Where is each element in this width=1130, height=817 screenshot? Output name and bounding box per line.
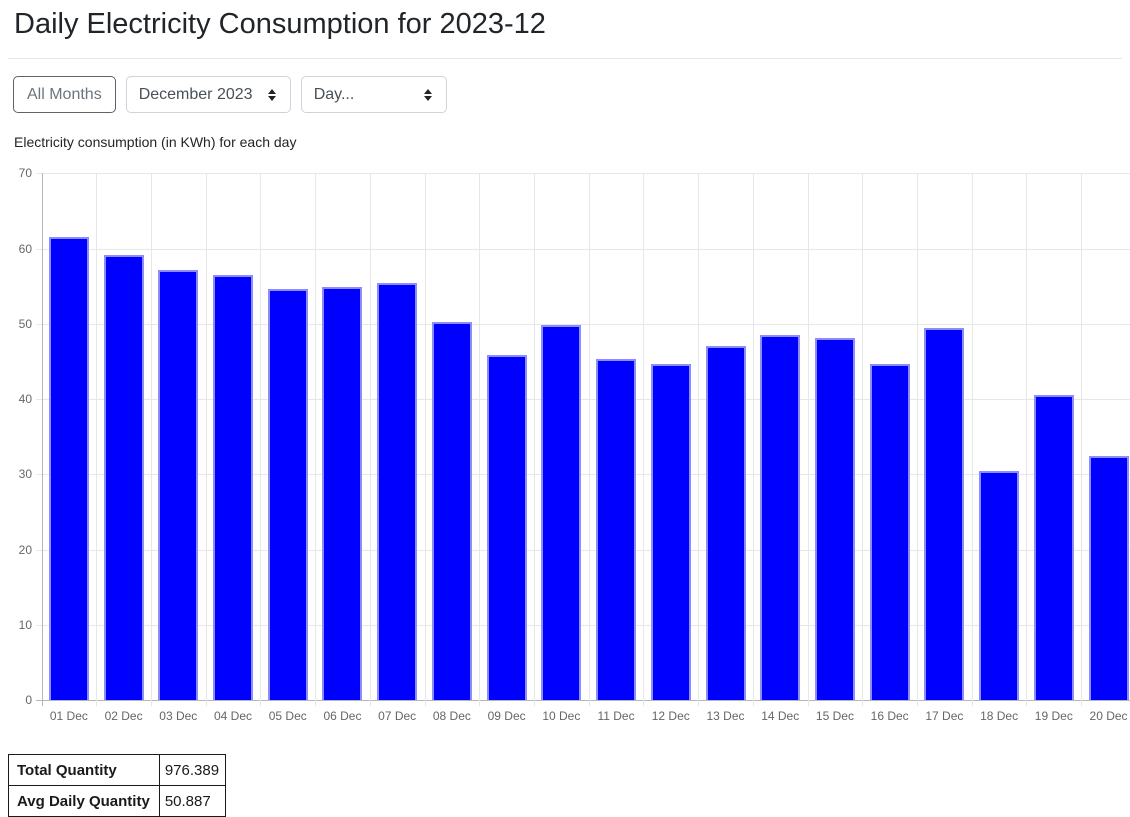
bar-16-dec[interactable] — [870, 364, 910, 701]
y-axis-tick-label: 10 — [0, 618, 32, 632]
bar-13-dec[interactable] — [706, 346, 746, 700]
select-updown-icon — [424, 89, 432, 101]
y-axis-tick-label: 70 — [0, 166, 32, 180]
filter-bar: All Months December 2023 Day... — [13, 76, 1130, 113]
month-select[interactable]: December 2023 — [126, 76, 291, 113]
x-gridline — [917, 173, 918, 706]
bar-08-dec[interactable] — [432, 322, 472, 701]
x-gridline — [260, 173, 261, 706]
bar-14-dec[interactable] — [760, 335, 800, 700]
y-axis-tick-label: 60 — [0, 242, 32, 256]
bar-12-dec[interactable] — [651, 364, 691, 701]
bar-10-dec[interactable] — [541, 325, 581, 700]
chart-title: Electricity consumption (in KWh) for eac… — [14, 134, 1130, 150]
x-gridline — [370, 173, 371, 706]
x-axis-tick-label: 20 Dec — [1081, 709, 1130, 723]
x-gridline — [425, 173, 426, 706]
bar-17-dec[interactable] — [924, 328, 964, 700]
avg-daily-quantity-value: 50.887 — [159, 786, 225, 817]
all-months-button[interactable]: All Months — [13, 76, 116, 113]
x-gridline — [589, 173, 590, 706]
y-axis-tick-label: 50 — [0, 317, 32, 331]
day-select[interactable]: Day... — [301, 76, 447, 113]
bar-20-dec[interactable] — [1089, 456, 1129, 700]
x-axis-tick-label: 02 Dec — [96, 709, 151, 723]
x-gridline — [972, 173, 973, 706]
bar-15-dec[interactable] — [815, 338, 855, 700]
bar-11-dec[interactable] — [596, 359, 636, 700]
x-axis-tick-label: 06 Dec — [315, 709, 370, 723]
bar-05-dec[interactable] — [268, 289, 308, 700]
x-gridline — [808, 173, 809, 706]
x-gridline — [753, 173, 754, 706]
table-row: Avg Daily Quantity 50.887 — [9, 786, 226, 817]
table-row: Total Quantity 976.389 — [9, 755, 226, 786]
x-axis-tick-label: 13 Dec — [698, 709, 753, 723]
bar-01-dec[interactable] — [49, 237, 89, 700]
y-axis-tick-label: 40 — [0, 392, 32, 406]
y-axis-tick-label: 30 — [0, 467, 32, 481]
month-select-value: December 2023 — [139, 86, 253, 104]
x-gridline — [206, 173, 207, 706]
bar-02-dec[interactable] — [104, 255, 144, 700]
x-axis-tick-label: 11 Dec — [589, 709, 644, 723]
summary-table: Total Quantity 976.389 Avg Daily Quantit… — [8, 754, 226, 817]
total-quantity-value: 976.389 — [159, 755, 225, 786]
x-gridline — [862, 173, 863, 706]
x-axis-tick-label: 16 Dec — [862, 709, 917, 723]
total-quantity-label: Total Quantity — [9, 755, 160, 786]
x-gridline — [698, 173, 699, 706]
bar-03-dec[interactable] — [158, 270, 198, 700]
bar-09-dec[interactable] — [487, 355, 527, 700]
x-gridline — [643, 173, 644, 706]
x-axis-tick-label: 01 Dec — [42, 709, 97, 723]
x-gridline — [151, 173, 152, 706]
select-updown-icon — [268, 89, 276, 101]
x-axis-tick-label: 10 Dec — [534, 709, 589, 723]
x-axis-tick-label: 04 Dec — [206, 709, 261, 723]
x-axis-tick-label: 03 Dec — [151, 709, 206, 723]
x-axis-tick-label: 09 Dec — [479, 709, 534, 723]
x-axis-tick-label: 12 Dec — [643, 709, 698, 723]
bar-07-dec[interactable] — [377, 283, 417, 700]
y-axis-line — [42, 173, 43, 706]
header-divider — [8, 58, 1122, 59]
x-gridline — [534, 173, 535, 706]
x-gridline — [1026, 173, 1027, 706]
x-axis-tick-label: 15 Dec — [808, 709, 863, 723]
bar-18-dec[interactable] — [979, 471, 1019, 701]
x-gridline — [315, 173, 316, 706]
y-axis-tick-label: 20 — [0, 543, 32, 557]
x-axis-tick-label: 05 Dec — [260, 709, 315, 723]
x-gridline — [479, 173, 480, 706]
x-axis-tick-label: 08 Dec — [425, 709, 480, 723]
avg-daily-quantity-label: Avg Daily Quantity — [9, 786, 160, 817]
x-axis-tick-label: 07 Dec — [370, 709, 425, 723]
x-axis-tick-label: 14 Dec — [753, 709, 808, 723]
bar-06-dec[interactable] — [322, 287, 362, 700]
y-axis-tick-label: 0 — [0, 693, 32, 707]
x-axis-tick-label: 19 Dec — [1026, 709, 1081, 723]
x-gridline — [96, 173, 97, 706]
x-axis-tick-label: 18 Dec — [972, 709, 1027, 723]
x-gridline — [1081, 173, 1082, 706]
page-title: Daily Electricity Consumption for 2023-1… — [14, 6, 1116, 42]
bar-04-dec[interactable] — [213, 275, 253, 700]
bar-19-dec[interactable] — [1034, 395, 1074, 701]
day-select-value: Day... — [314, 86, 355, 104]
x-axis-tick-label: 17 Dec — [917, 709, 972, 723]
